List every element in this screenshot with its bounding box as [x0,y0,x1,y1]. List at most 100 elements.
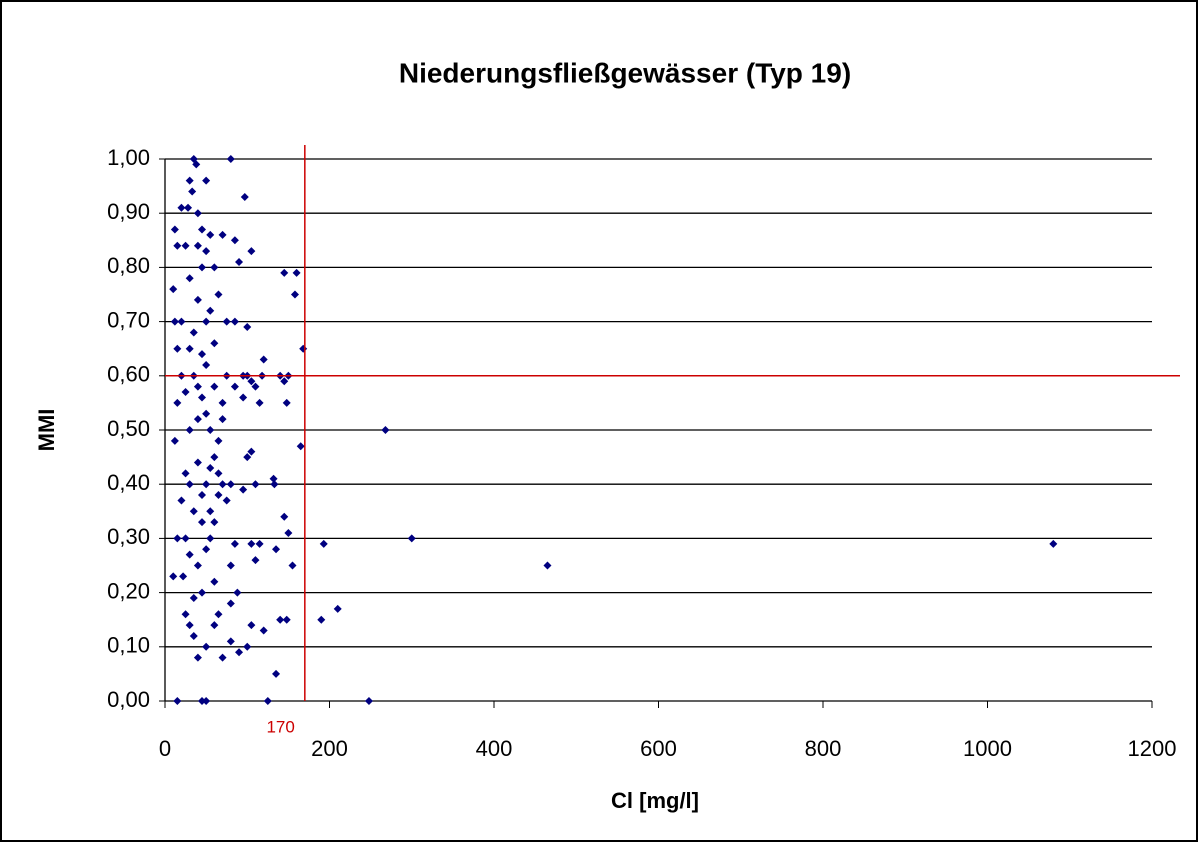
point [259,626,268,635]
point [210,339,219,348]
point [230,382,239,391]
point [247,539,256,548]
point [218,653,227,662]
point [193,561,202,570]
point [222,317,231,326]
point [214,491,223,500]
point [206,463,215,472]
point [319,539,328,548]
point [243,642,252,651]
point [202,480,211,489]
point [173,534,182,543]
point [210,382,219,391]
y-tick-label: 0,10 [107,633,150,658]
point [193,241,202,250]
point [280,268,289,277]
point [169,285,178,294]
point [185,176,194,185]
x-axis-label: Cl [mg/l] [611,788,699,813]
point [202,317,211,326]
point [226,480,235,489]
point [263,697,272,705]
point [185,274,194,283]
point [218,230,227,239]
point [206,230,215,239]
point [210,453,219,462]
point [193,653,202,662]
point [247,247,256,256]
y-tick-label: 1,00 [107,145,150,170]
point [210,263,219,272]
point [193,295,202,304]
point [192,160,201,169]
y-tick-label: 0,70 [107,307,150,332]
point [251,556,260,565]
point [240,192,249,201]
point [193,458,202,467]
point [177,496,186,505]
point [333,604,342,613]
point [181,241,190,250]
point [218,415,227,424]
point [193,415,202,424]
point [239,393,248,402]
y-tick-label: 0,00 [107,687,150,712]
point [198,491,207,500]
y-tick-label: 0,60 [107,362,150,387]
point [184,203,193,212]
point [288,561,297,570]
point [269,474,278,483]
point [259,355,268,364]
point [272,545,281,554]
point [226,155,235,163]
y-tick-label: 0,50 [107,416,150,441]
point [1049,539,1058,548]
point [189,507,198,516]
point [189,328,198,337]
point [247,621,256,630]
x-tick-label: 1200 [1128,736,1177,761]
point [235,648,244,657]
point [222,496,231,505]
point [170,225,179,234]
point [210,577,219,586]
point [181,469,190,478]
point [280,377,289,386]
point [169,572,178,581]
point [292,268,301,277]
point [239,485,248,494]
y-tick-label: 0,90 [107,199,150,224]
point [282,615,291,624]
point [198,518,207,527]
point [381,426,390,434]
point [181,610,190,619]
point [214,610,223,619]
point [218,480,227,489]
point [243,453,252,462]
point [181,534,190,543]
point [189,631,198,640]
point [255,398,264,407]
point [272,669,281,678]
chart-title: Niederungsfließgewässer (Typ 19) [399,57,851,88]
point [198,225,207,234]
point [185,621,194,630]
y-tick-label: 0,30 [107,524,150,549]
point [198,263,207,272]
point [170,317,179,326]
point [202,409,211,418]
point [202,176,211,185]
point [202,642,211,651]
point [317,615,326,624]
point [214,290,223,299]
point [193,209,202,218]
point [189,594,198,603]
point [206,534,215,543]
point [202,545,211,554]
point [251,382,260,391]
point [210,518,219,527]
x-tick-label: 600 [640,736,677,761]
point [543,561,552,570]
